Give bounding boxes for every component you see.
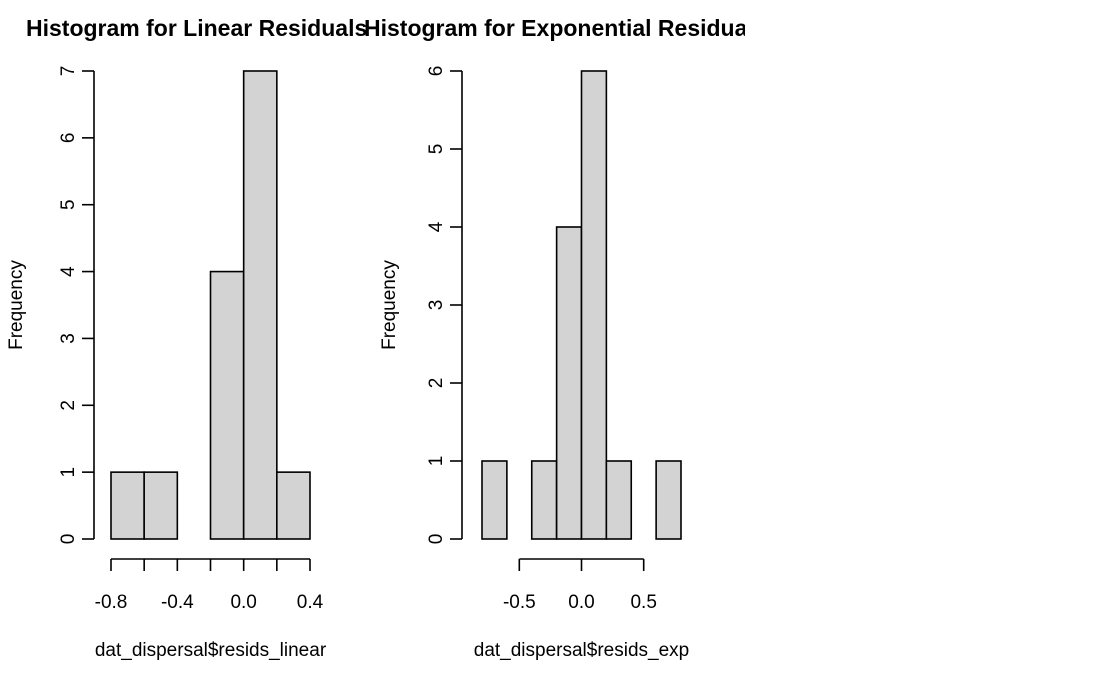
y-axis-title: Frequency xyxy=(6,260,27,350)
histogram-bar xyxy=(655,460,682,540)
histogram-bar xyxy=(242,70,278,540)
y-tick-label: 1 xyxy=(426,456,447,467)
linear-residuals-histogram: Histogram for Linear Residuals 0 1 2 3 4 5 6 7 -0… xyxy=(6,15,367,661)
y-tick-label: 0 xyxy=(426,534,447,545)
y-tick-label: 2 xyxy=(426,378,447,389)
y-tick-label: 4 xyxy=(426,221,447,232)
y-tick-label: 3 xyxy=(426,300,447,311)
y-tick-label: 7 xyxy=(58,66,79,77)
y-tick-label: 6 xyxy=(426,66,447,77)
histogram-bar xyxy=(555,226,583,540)
y-tick-label: 2 xyxy=(58,400,79,411)
x-tick-label: -0.4 xyxy=(161,592,194,613)
y-tick-label: 4 xyxy=(58,266,79,277)
y-tick-label: 6 xyxy=(58,133,79,144)
y-axis-title: Frequency xyxy=(379,260,400,350)
histogram-bar xyxy=(530,460,558,540)
x-tick-label: -0.8 xyxy=(95,592,128,613)
y-tick-label: 0 xyxy=(58,534,79,545)
y-tick-label: 5 xyxy=(426,144,447,155)
x-tick-label: 0.0 xyxy=(230,592,256,613)
x-tick-label: 0.5 xyxy=(630,592,656,613)
histogram-bar xyxy=(110,471,145,540)
histogram-bar xyxy=(580,70,608,540)
chart-title: Histogram for Linear Residuals xyxy=(26,15,367,41)
y-tick-label: 5 xyxy=(58,199,79,210)
x-tick-label: -0.5 xyxy=(503,592,536,613)
x-tick-label: 0.0 xyxy=(568,592,594,613)
x-axis-title: dat_dispersal$resids_exp xyxy=(474,640,689,661)
histogram-bar xyxy=(481,460,508,540)
chart-title: Histogram for Exponential Residuals xyxy=(364,15,767,41)
histogram-bar xyxy=(143,471,179,540)
histogram-bar xyxy=(605,460,633,540)
exponential-residuals-histogram: Histogram for Exponential Residuals 0 1 2 3 4… xyxy=(364,15,767,661)
histogram-bar xyxy=(209,270,245,540)
y-tick-label: 3 xyxy=(58,333,79,344)
y-tick-label: 1 xyxy=(58,467,79,478)
histogram-bar xyxy=(276,471,311,540)
x-tick-label: 0.4 xyxy=(297,592,324,613)
x-axis-title: dat_dispersal$resids_linear xyxy=(95,640,327,661)
